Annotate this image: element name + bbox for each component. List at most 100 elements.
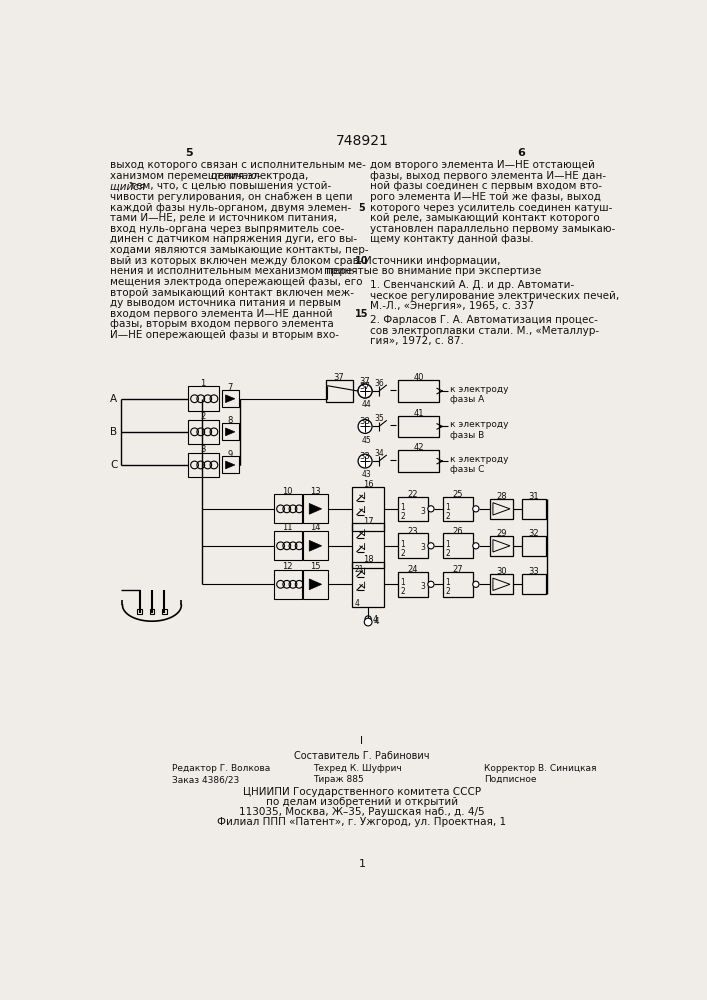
Text: сов электроплавки стали. М., «Металлур-: сов электроплавки стали. М., «Металлур- — [370, 326, 600, 336]
Text: 1: 1 — [445, 540, 450, 549]
Bar — [398, 450, 438, 472]
Text: 24: 24 — [408, 565, 419, 574]
Text: 3: 3 — [200, 445, 206, 454]
Text: 2: 2 — [201, 412, 206, 421]
Text: 22: 22 — [408, 490, 419, 499]
Bar — [398, 572, 428, 597]
Circle shape — [364, 618, 372, 626]
Text: 33: 33 — [529, 567, 539, 576]
Text: C: C — [110, 460, 117, 470]
Text: 21: 21 — [354, 565, 363, 574]
Text: Корректор В. Синицкая: Корректор В. Синицкая — [484, 764, 596, 773]
Text: ЦНИИПИ Государственного комитета СССР: ЦНИИПИ Государственного комитета СССР — [243, 787, 481, 797]
Text: 748921: 748921 — [336, 134, 388, 148]
Text: 1: 1 — [358, 859, 366, 869]
Bar — [398, 416, 438, 437]
Circle shape — [473, 581, 479, 587]
Bar — [150, 609, 154, 614]
Text: 3: 3 — [420, 507, 425, 516]
Text: принятые во внимание при экспертизе: принятые во внимание при экспертизе — [324, 266, 541, 276]
Bar — [162, 609, 167, 614]
Text: 14: 14 — [310, 523, 321, 532]
Bar — [443, 533, 473, 558]
Circle shape — [358, 384, 372, 398]
Text: 10: 10 — [355, 256, 368, 266]
Text: по делам изобретений и открытий: по делам изобретений и открытий — [266, 797, 458, 807]
Text: 2: 2 — [445, 512, 450, 521]
Text: l: l — [361, 736, 363, 746]
Text: 9: 9 — [228, 450, 233, 459]
Text: 13: 13 — [310, 487, 321, 496]
Text: 1: 1 — [401, 578, 405, 587]
Text: ной фазы соединен с первым входом вто-: ной фазы соединен с первым входом вто- — [370, 181, 602, 191]
Bar — [222, 390, 239, 407]
Text: 15: 15 — [355, 309, 368, 319]
Circle shape — [428, 543, 434, 549]
Text: Заказ 4386/23: Заказ 4386/23 — [172, 775, 240, 784]
Bar — [443, 497, 473, 521]
Text: 2: 2 — [401, 512, 405, 521]
Text: выход которого связан с исполнительным ме-: выход которого связан с исполнительным м… — [110, 160, 366, 170]
Text: Составитель Г. Рабинович: Составитель Г. Рабинович — [294, 751, 430, 761]
Bar — [187, 420, 218, 444]
Text: 1: 1 — [401, 540, 405, 549]
Circle shape — [358, 384, 372, 398]
Text: 36: 36 — [374, 379, 384, 388]
Polygon shape — [309, 540, 322, 551]
Text: 31: 31 — [529, 492, 539, 501]
Text: 4: 4 — [373, 615, 378, 624]
Text: 1: 1 — [445, 503, 450, 512]
Text: 44: 44 — [362, 400, 372, 409]
Text: отличаю-: отличаю- — [211, 171, 262, 181]
Bar — [490, 536, 513, 556]
Text: гия», 1972, с. 87.: гия», 1972, с. 87. — [370, 336, 464, 346]
Text: рого элемента И—НЕ той же фазы, выход: рого элемента И—НЕ той же фазы, выход — [370, 192, 602, 202]
Circle shape — [473, 543, 479, 549]
Text: 34: 34 — [374, 449, 384, 458]
Text: ческое регулирование электрических печей,: ческое регулирование электрических печей… — [370, 291, 620, 301]
Text: Техред К. Шуфрич: Техред К. Шуфрич — [313, 764, 402, 773]
Text: к электроду
фазы A: к электроду фазы A — [450, 385, 508, 404]
Bar — [303, 570, 328, 599]
Text: чивости регулирования, он снабжен в цепи: чивости регулирования, он снабжен в цепи — [110, 192, 353, 202]
Text: фазы, вторым входом первого элемента: фазы, вторым входом первого элемента — [110, 319, 334, 329]
Bar — [274, 494, 301, 523]
Bar — [325, 380, 353, 402]
Text: 26: 26 — [452, 527, 463, 536]
Bar — [522, 574, 546, 594]
Text: 45: 45 — [362, 436, 372, 445]
Bar — [443, 572, 473, 597]
Text: 7: 7 — [228, 383, 233, 392]
Bar — [490, 574, 513, 594]
Text: нения и исполнительным механизмом пере-: нения и исполнительным механизмом пере- — [110, 266, 356, 276]
Text: 10: 10 — [282, 487, 293, 496]
Text: И—НЕ опережающей фазы и вторым вхо-: И—НЕ опережающей фазы и вторым вхо- — [110, 330, 339, 340]
Text: 23: 23 — [408, 527, 419, 536]
Bar — [303, 531, 328, 560]
Circle shape — [365, 616, 371, 622]
Text: Филиал ППП «Патент», г. Ужгород, ул. Проектная, 1: Филиал ППП «Патент», г. Ужгород, ул. Про… — [217, 817, 506, 827]
Text: к электроду
фазы B: к электроду фазы B — [450, 420, 508, 440]
Text: 37: 37 — [360, 382, 370, 391]
Text: 4: 4 — [354, 599, 359, 608]
Text: 2. Фарласов Г. А. Автоматизация процес-: 2. Фарласов Г. А. Автоматизация процес- — [370, 315, 598, 325]
Bar — [522, 499, 546, 519]
Text: динен с датчиком напряжения дуги, его вы-: динен с датчиком напряжения дуги, его вы… — [110, 234, 357, 244]
Text: Редактор Г. Волкова: Редактор Г. Волкова — [172, 764, 270, 773]
Text: М.-Л., «Энергия», 1965, с. 337: М.-Л., «Энергия», 1965, с. 337 — [370, 301, 534, 311]
Polygon shape — [226, 395, 235, 403]
Bar — [398, 380, 438, 402]
Text: 29: 29 — [496, 529, 507, 538]
Text: 38: 38 — [360, 417, 370, 426]
Text: которого через усилитель соединен катуш-: которого через усилитель соединен катуш- — [370, 203, 613, 213]
Text: тем, что, с целью повышения устой-: тем, что, с целью повышения устой- — [130, 181, 331, 191]
Text: установлен параллельно первому замыкаю-: установлен параллельно первому замыкаю- — [370, 224, 616, 234]
Circle shape — [428, 506, 434, 512]
Text: 30: 30 — [496, 567, 507, 576]
Text: фазы, выход первого элемента И—НЕ дан-: фазы, выход первого элемента И—НЕ дан- — [370, 171, 607, 181]
Text: 1: 1 — [201, 379, 206, 388]
Text: дом второго элемента И—НЕ отстающей: дом второго элемента И—НЕ отстающей — [370, 160, 595, 170]
Text: 37: 37 — [333, 373, 344, 382]
Text: 18: 18 — [363, 555, 373, 564]
Text: 12: 12 — [282, 562, 293, 571]
